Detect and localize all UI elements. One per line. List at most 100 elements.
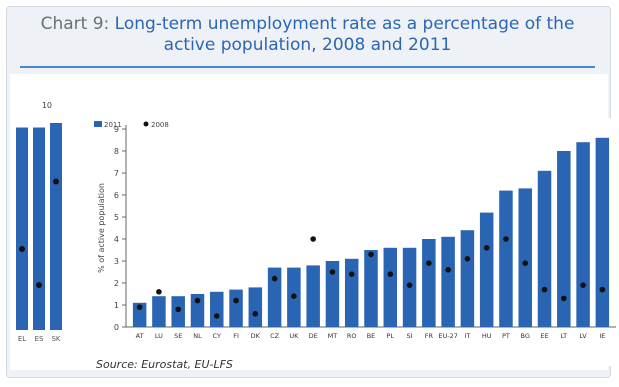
marker [136, 304, 143, 311]
bar [441, 236, 455, 327]
back-marker [19, 246, 25, 252]
marker [175, 306, 181, 313]
title-divider [20, 66, 595, 68]
x-tick-label: LV [579, 332, 587, 340]
bar [210, 291, 224, 327]
x-tick-label: CZ [270, 332, 280, 340]
bar [229, 289, 243, 327]
x-tick-label: CY [213, 332, 221, 340]
x-tick-label: IE [599, 332, 605, 340]
marker [310, 236, 316, 242]
back-x-tick-label: ES [35, 335, 44, 343]
back-marker [53, 178, 59, 185]
y-tick-label: 6 [114, 191, 119, 200]
marker [368, 251, 374, 258]
y-tick-label: 4 [114, 235, 119, 244]
y-tick-label: 1 [114, 301, 119, 310]
marker [445, 267, 451, 273]
marker [329, 269, 336, 275]
bar [460, 230, 475, 327]
back-y-tick-label: 10 [42, 101, 52, 110]
y-tick-label: 5 [114, 213, 119, 222]
x-tick-label: SI [407, 332, 413, 340]
bar [383, 247, 398, 327]
x-tick-label: FI [233, 332, 239, 340]
marker [348, 271, 355, 278]
y-axis-label: % of active population [97, 183, 106, 273]
chart-title: Chart 9: Long-term unemployment rate as … [20, 14, 595, 56]
marker [599, 286, 606, 293]
marker [387, 271, 394, 278]
bar [344, 258, 359, 327]
source-note: Source: Eurostat, EU-LFS [96, 358, 233, 371]
x-tick-label: DK [251, 332, 261, 340]
bar [306, 265, 320, 327]
bar [248, 287, 263, 327]
y-tick-label: 7 [114, 169, 119, 178]
y-tick-label: 2 [114, 279, 119, 288]
marker [426, 260, 432, 267]
x-tick-label: DE [309, 332, 318, 340]
marker [503, 236, 509, 242]
legend-swatch-2011 [94, 121, 102, 127]
marker [194, 297, 201, 304]
marker [213, 313, 220, 319]
marker [233, 297, 239, 304]
y-tick-label: 8 [114, 147, 119, 156]
y-tick-label: 0 [114, 323, 119, 332]
x-tick-label: NL [193, 332, 202, 340]
marker [252, 311, 259, 317]
chart-title-text: Long-term unemployment rate as a percent… [114, 14, 575, 55]
bar [132, 302, 147, 327]
x-tick-label: EU-27 [438, 332, 457, 340]
x-tick-label: PT [502, 332, 510, 340]
x-tick-label: PL [387, 332, 395, 340]
bar [325, 261, 340, 327]
x-tick-label: HU [482, 332, 492, 340]
marker [406, 282, 413, 289]
x-tick-label: UK [289, 332, 299, 340]
marker [156, 289, 162, 295]
bar [557, 151, 571, 327]
y-tick-label: 3 [114, 257, 119, 266]
back-marker [36, 282, 42, 288]
x-tick-label: LT [560, 332, 567, 340]
bar [518, 188, 532, 327]
x-tick-label: IT [464, 332, 470, 340]
chart-title-prefix: Chart 9: [40, 14, 110, 34]
marker [580, 282, 586, 289]
legend-label-2008: 2008 [151, 121, 169, 129]
marker [464, 255, 471, 262]
y-tick-label: 9 [114, 125, 119, 134]
x-tick-label: RO [347, 332, 357, 340]
bar [537, 170, 552, 327]
x-tick-label: AT [136, 332, 144, 340]
x-tick-label: EE [540, 332, 548, 340]
bar [364, 250, 378, 327]
legend-marker-2008 [143, 121, 149, 127]
bar [499, 190, 513, 327]
marker [483, 245, 490, 251]
bar [576, 142, 590, 327]
x-tick-label: FR [425, 332, 434, 340]
x-tick-label: SE [174, 332, 182, 340]
back-bar [16, 127, 28, 330]
bar [267, 267, 282, 327]
back-bar [50, 123, 62, 330]
x-tick-label: BE [367, 332, 376, 340]
back-bar [33, 127, 45, 330]
x-tick-label: LU [155, 332, 163, 340]
back-x-tick-label: EL [18, 335, 26, 343]
x-tick-label: MT [328, 332, 338, 340]
bar [422, 239, 436, 327]
bar [479, 212, 494, 327]
bar [190, 294, 205, 327]
bar [595, 137, 610, 327]
marker [541, 286, 548, 293]
marker [291, 293, 297, 300]
marker [522, 260, 529, 267]
back-x-tick-label: SK [51, 335, 60, 343]
marker [561, 295, 567, 302]
x-tick-label: BG [521, 332, 530, 340]
